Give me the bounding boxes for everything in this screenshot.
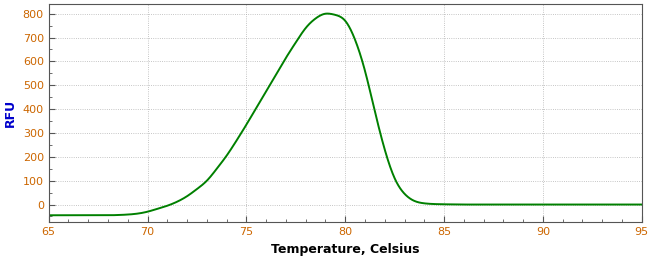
X-axis label: Temperature, Celsius: Temperature, Celsius <box>271 243 419 256</box>
Y-axis label: RFU: RFU <box>4 99 17 127</box>
